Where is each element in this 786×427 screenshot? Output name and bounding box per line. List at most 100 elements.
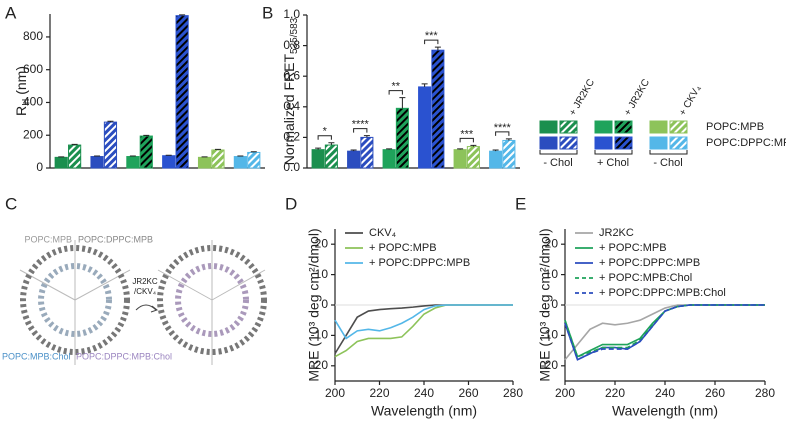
bar <box>103 121 118 169</box>
bar <box>466 146 480 169</box>
legend-swatch <box>669 120 688 134</box>
bar <box>175 15 189 169</box>
panel-letter: C <box>5 194 17 213</box>
bar <box>247 151 261 169</box>
significance-label: * <box>323 126 328 138</box>
significance-bracket <box>388 90 403 95</box>
bar <box>382 149 396 169</box>
line <box>334 304 513 340</box>
divider <box>19 269 76 301</box>
bar <box>197 156 212 169</box>
bar <box>453 149 467 169</box>
y-tick-label: 0.8 <box>283 38 300 52</box>
error-bar <box>505 138 512 141</box>
error-bar <box>457 148 464 150</box>
significance-bracket <box>459 137 474 143</box>
legend-group: + Chol <box>597 157 629 169</box>
vesicle <box>157 245 267 355</box>
legend-swatch <box>559 136 578 150</box>
legend-swatch <box>614 120 633 134</box>
arrow-label: /CKV₄ <box>134 287 156 296</box>
bar <box>54 156 68 169</box>
bar <box>502 139 516 169</box>
x-tick-label: 220 <box>369 386 389 400</box>
bar <box>162 155 176 169</box>
bar <box>489 150 503 169</box>
error-bar <box>386 148 393 150</box>
vesicle <box>20 245 130 355</box>
vesicle <box>38 263 112 337</box>
legend-treatment: + CKV₄ <box>677 84 703 118</box>
bar <box>431 49 445 169</box>
y-tick-label: 0.6 <box>283 68 300 82</box>
panel-c-diagram: C JR2KC /CKV₄ POPC:MPB POPC:DPPC:MPB POP… <box>2 194 267 365</box>
error-bar <box>143 134 150 137</box>
legend-swatch <box>649 136 668 150</box>
y-tick-label: 0 <box>321 297 328 311</box>
legend-label: CKV₄ <box>369 227 397 239</box>
legend-label: + POPC:MPB <box>599 242 667 254</box>
y-tick-label: 400 <box>23 95 43 109</box>
error-bar <box>350 149 357 152</box>
y-tick-label: 20 <box>545 236 559 250</box>
error-bar <box>434 46 441 51</box>
y-axis-label: Normalized FRET535/583 <box>281 17 300 165</box>
bar <box>90 156 104 169</box>
legend-bracket <box>539 150 578 155</box>
error-bar <box>107 120 114 123</box>
legend-label: + POPC:DPPC:MPB <box>369 257 470 269</box>
legend-group: - Chol <box>653 157 682 169</box>
y-tick-label: 0 <box>551 297 558 311</box>
legend-swatch <box>649 120 668 134</box>
error-bar <box>399 97 406 109</box>
error-bar <box>363 135 370 138</box>
x-tick-label: 280 <box>503 386 523 400</box>
bar <box>139 135 153 169</box>
y-tick-label: 0.4 <box>283 99 300 113</box>
y-tick-label: -10 <box>311 328 329 342</box>
significance-label: *** <box>425 30 439 42</box>
significance-label: *** <box>460 128 474 140</box>
significance-label: ** <box>391 81 400 93</box>
legend-label: + POPC:MPB:Chol <box>599 272 692 284</box>
y-label-unit: (nm) <box>13 66 29 99</box>
y-label-sub: 535/583 <box>289 17 300 54</box>
legend-swatch <box>539 136 558 150</box>
y-tick-label: 200 <box>23 127 43 141</box>
significance-label: **** <box>352 118 370 130</box>
y-tick-label: 10 <box>545 267 559 281</box>
y-tick-label: 10 <box>315 267 329 281</box>
y-tick-label: 0.0 <box>283 160 300 174</box>
legend-swatch <box>539 120 558 134</box>
legend-label: + POPC:DPPC:MPB:Chol <box>599 287 726 299</box>
legend-label: + POPC:MPB <box>369 242 437 254</box>
x-tick-label: 280 <box>755 386 775 400</box>
error-bar <box>328 142 335 146</box>
legend-bracket <box>649 150 688 155</box>
legend-label: POPC:DPPC:MPB <box>706 137 786 149</box>
significance-label: **** <box>494 122 512 134</box>
divider <box>211 269 266 301</box>
panel-letter: D <box>285 194 297 213</box>
error-bar <box>250 151 257 153</box>
error-bar <box>179 14 186 16</box>
bar <box>324 144 338 169</box>
legend-label: POPC:MPB <box>706 121 764 133</box>
significance-bracket <box>353 128 368 133</box>
x-tick-label: 200 <box>555 386 575 400</box>
y-tick-label: 600 <box>23 62 43 76</box>
y-tick-label: 0 <box>36 160 43 174</box>
error-bar <box>214 148 221 150</box>
significance-bracket <box>317 135 332 140</box>
legend-swatch <box>669 136 688 150</box>
line <box>564 304 765 358</box>
arrow-label: JR2KC <box>132 277 158 286</box>
panel-letter: A <box>5 3 17 22</box>
x-tick-label: 200 <box>325 386 345 400</box>
line <box>334 304 513 355</box>
legend-treatment: + JR2KC <box>567 77 597 117</box>
diagram-label: POPC:MPB <box>24 234 72 244</box>
bar <box>211 149 225 169</box>
error-bar <box>71 143 78 146</box>
y-tick-label: 0.2 <box>283 130 300 144</box>
